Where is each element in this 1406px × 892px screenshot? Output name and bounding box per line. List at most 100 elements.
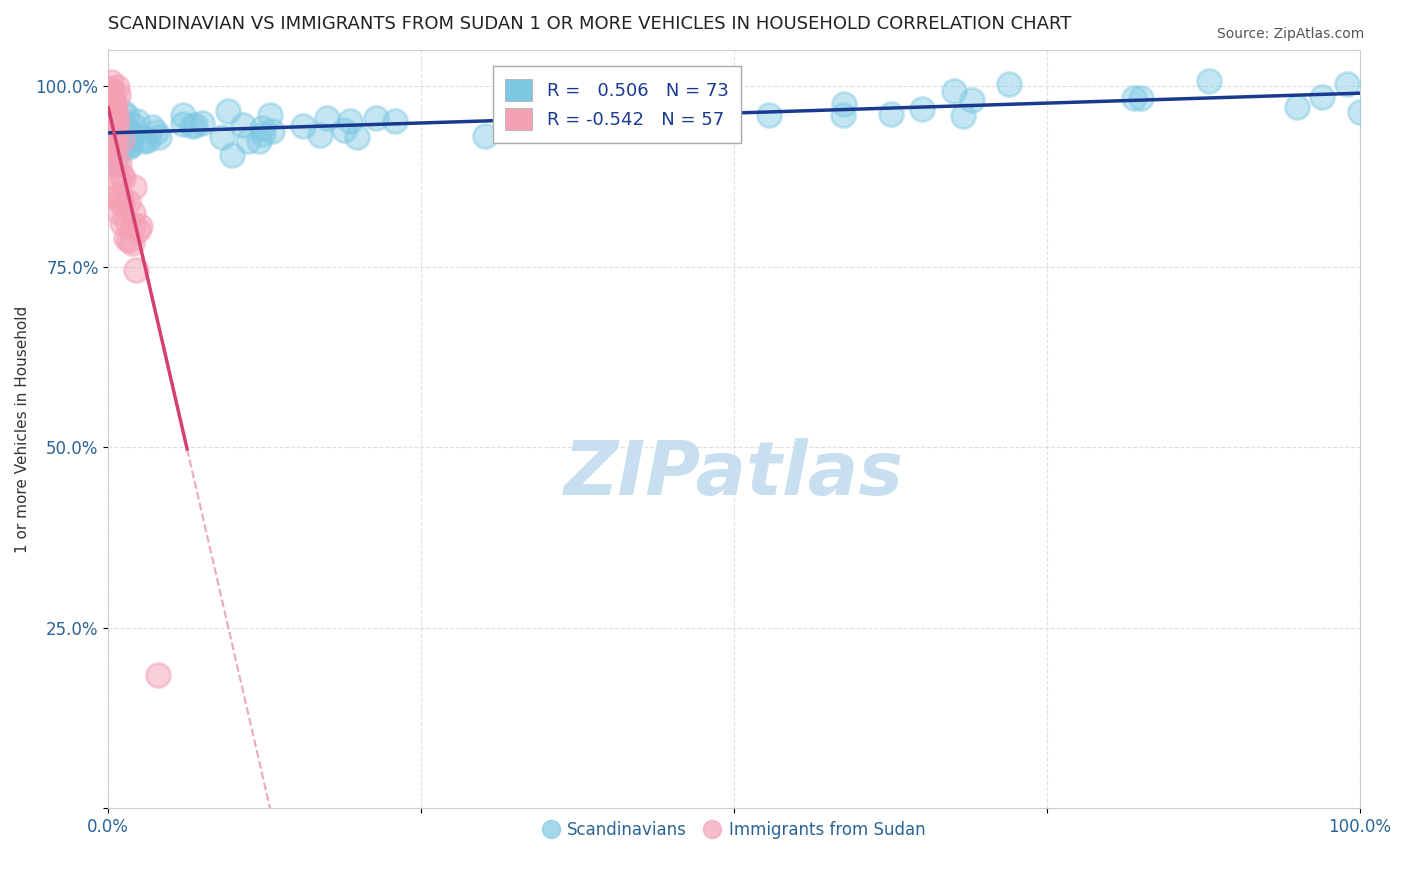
Point xyxy=(107,189,129,203)
Point xyxy=(474,128,496,143)
Point xyxy=(100,135,122,149)
Point xyxy=(141,120,163,134)
Point xyxy=(103,119,125,133)
Point xyxy=(118,233,141,247)
Point xyxy=(115,129,138,144)
Point xyxy=(1310,89,1333,103)
Point xyxy=(108,191,131,205)
Point xyxy=(115,215,138,229)
Point xyxy=(132,130,155,145)
Point xyxy=(111,117,134,131)
Point xyxy=(1336,77,1358,91)
Point xyxy=(107,139,129,153)
Point xyxy=(145,126,167,140)
Point xyxy=(910,102,932,116)
Point xyxy=(122,218,145,232)
Y-axis label: 1 or more Vehicles in Household: 1 or more Vehicles in Household xyxy=(15,306,30,553)
Point xyxy=(104,153,127,167)
Point xyxy=(250,120,273,135)
Point xyxy=(100,75,122,89)
Point xyxy=(138,133,160,147)
Point xyxy=(100,124,122,138)
Point xyxy=(259,108,281,122)
Point xyxy=(108,118,131,132)
Point xyxy=(98,129,121,144)
Point xyxy=(172,117,194,131)
Point xyxy=(333,123,356,137)
Point xyxy=(1198,74,1220,88)
Point xyxy=(108,157,131,171)
Point xyxy=(125,113,148,128)
Point xyxy=(101,112,124,127)
Point xyxy=(998,77,1021,91)
Point xyxy=(115,230,138,244)
Point xyxy=(112,170,135,185)
Point xyxy=(104,136,127,151)
Point xyxy=(120,133,142,147)
Point xyxy=(100,126,122,140)
Point xyxy=(127,223,149,237)
Point xyxy=(101,145,124,159)
Point xyxy=(98,123,121,137)
Point xyxy=(98,85,121,99)
Point xyxy=(100,86,122,100)
Point xyxy=(117,140,139,154)
Point xyxy=(98,89,121,103)
Point xyxy=(107,205,129,219)
Point xyxy=(103,94,125,108)
Point xyxy=(112,140,135,154)
Point xyxy=(117,123,139,137)
Point xyxy=(252,127,274,141)
Point xyxy=(98,145,121,160)
Point xyxy=(509,103,531,118)
Point xyxy=(148,129,170,144)
Point xyxy=(191,116,214,130)
Point xyxy=(107,87,129,102)
Point xyxy=(1123,91,1146,105)
Point xyxy=(101,127,124,141)
Point xyxy=(115,109,138,123)
Point xyxy=(101,108,124,122)
Text: Source: ZipAtlas.com: Source: ZipAtlas.com xyxy=(1216,27,1364,41)
Point xyxy=(315,112,337,126)
Point xyxy=(536,103,558,118)
Point xyxy=(148,667,170,681)
Point xyxy=(1348,104,1371,119)
Point xyxy=(104,106,127,120)
Point xyxy=(221,148,243,162)
Point xyxy=(111,197,134,211)
Point xyxy=(100,149,122,163)
Point xyxy=(121,128,143,142)
Point xyxy=(339,114,361,128)
Point xyxy=(118,130,141,145)
Point xyxy=(122,206,145,220)
Point xyxy=(132,134,155,148)
Point xyxy=(125,263,148,277)
Point xyxy=(121,236,143,251)
Point xyxy=(104,113,127,128)
Point xyxy=(101,101,124,115)
Point xyxy=(111,216,134,230)
Point xyxy=(100,120,122,134)
Point xyxy=(172,108,194,122)
Point xyxy=(211,129,233,144)
Point xyxy=(952,110,974,124)
Point xyxy=(100,82,122,96)
Point xyxy=(262,124,284,138)
Point xyxy=(117,194,139,209)
Point xyxy=(1285,100,1308,114)
Point xyxy=(105,129,128,144)
Point xyxy=(384,113,406,128)
Point xyxy=(346,130,368,145)
Point xyxy=(110,194,132,208)
Point xyxy=(834,97,856,112)
Point xyxy=(232,118,254,132)
Point xyxy=(98,92,121,106)
Point xyxy=(309,128,332,142)
Point xyxy=(942,84,965,98)
Point xyxy=(98,87,121,102)
Point xyxy=(98,89,121,103)
Point xyxy=(181,120,204,134)
Point xyxy=(758,108,780,122)
Point xyxy=(249,134,271,148)
